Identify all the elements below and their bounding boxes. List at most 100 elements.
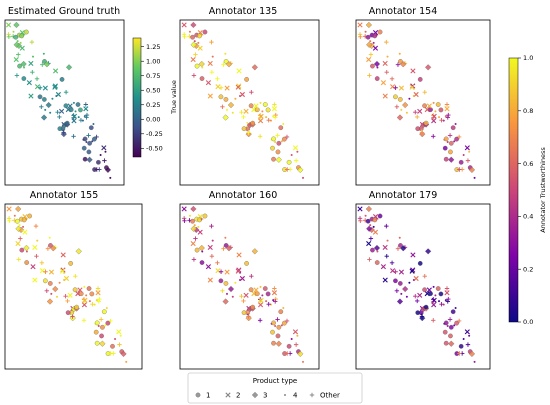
data-point — [250, 304, 256, 310]
data-point — [67, 292, 73, 298]
data-point — [367, 73, 372, 78]
data-point — [366, 56, 372, 63]
data-point — [366, 240, 372, 247]
data-point — [253, 103, 259, 109]
data-point — [44, 288, 49, 293]
data-point — [182, 34, 187, 39]
data-point — [398, 85, 405, 91]
data-point — [218, 269, 224, 274]
data-point — [415, 126, 421, 132]
data-point — [86, 149, 92, 155]
data-point — [91, 140, 94, 143]
data-point — [425, 64, 432, 71]
data-point — [13, 56, 19, 63]
data-point — [439, 117, 444, 123]
data-point — [227, 285, 235, 293]
data-point — [275, 340, 282, 347]
scatter-points — [5, 21, 112, 179]
colorbar-label: True value — [170, 80, 178, 115]
data-point — [63, 103, 69, 109]
data-point — [15, 225, 22, 232]
data-point — [191, 257, 197, 262]
data-point — [190, 34, 195, 40]
data-point — [243, 292, 249, 298]
data-point — [408, 97, 411, 100]
legend-label: 3 — [263, 392, 267, 400]
panel-title: Estimated Ground truth — [8, 6, 120, 17]
legend-frame — [187, 372, 363, 404]
data-point — [24, 260, 30, 265]
data-point — [87, 140, 92, 146]
data-point — [61, 130, 66, 135]
data-point — [431, 318, 436, 323]
data-point — [473, 360, 476, 363]
data-point — [16, 257, 21, 262]
data-point — [390, 84, 396, 90]
data-point — [468, 350, 476, 357]
data-point — [94, 167, 99, 172]
data-point — [248, 287, 254, 293]
data-point — [448, 140, 454, 146]
data-point — [75, 102, 81, 107]
data-point — [272, 299, 278, 304]
data-point — [389, 260, 395, 266]
data-point — [396, 298, 404, 305]
data-point — [194, 63, 200, 69]
data-point — [202, 213, 208, 219]
data-point — [231, 111, 234, 114]
panel-title: Annotator 154 — [369, 6, 438, 17]
data-point — [7, 218, 12, 223]
data-point — [78, 117, 84, 123]
data-point — [301, 360, 304, 363]
data-point — [272, 115, 275, 118]
data-point — [6, 206, 12, 212]
plot-area — [355, 203, 491, 370]
data-point — [14, 73, 20, 78]
data-point — [281, 320, 287, 326]
data-point — [412, 279, 415, 282]
data-point — [286, 159, 292, 165]
data-point — [417, 77, 423, 82]
data-point — [201, 250, 204, 253]
data-point — [74, 304, 79, 310]
data-point — [205, 80, 212, 86]
data-point — [394, 104, 400, 109]
data-point — [218, 94, 224, 100]
data-point — [271, 290, 278, 296]
data-point — [282, 306, 285, 309]
data-point — [368, 52, 374, 57]
data-point — [5, 22, 12, 28]
data-point — [453, 140, 456, 143]
data-point — [410, 252, 416, 258]
colorbar-ticks: 1.0 0.8 0.6 0.4 0.2 0.0 — [518, 54, 533, 326]
colorbar-tick-label: -0.25 — [146, 130, 163, 138]
data-point — [445, 299, 450, 304]
data-point — [95, 286, 101, 291]
data-point — [197, 229, 203, 235]
data-point — [446, 296, 451, 302]
data-point — [221, 62, 226, 67]
data-point — [50, 292, 53, 295]
plot-area — [355, 19, 491, 186]
data-point — [207, 60, 213, 67]
data-point — [198, 244, 205, 252]
data-point — [83, 106, 89, 112]
data-point — [374, 76, 380, 81]
data-point — [191, 73, 197, 78]
data-point — [89, 291, 95, 297]
data-point — [72, 287, 78, 293]
data-point — [446, 112, 451, 118]
data-point — [15, 218, 20, 224]
data-point — [99, 340, 106, 347]
data-point — [34, 84, 41, 90]
data-point — [16, 40, 19, 43]
data-point — [201, 66, 204, 69]
data-point — [257, 134, 263, 139]
data-point — [272, 299, 275, 302]
data-point — [249, 89, 254, 95]
data-point — [190, 21, 197, 29]
data-point — [49, 111, 52, 114]
panel-annotator-160: Annotator 160 — [179, 190, 320, 370]
scatter-points — [181, 205, 304, 363]
scatter-points — [181, 21, 304, 179]
